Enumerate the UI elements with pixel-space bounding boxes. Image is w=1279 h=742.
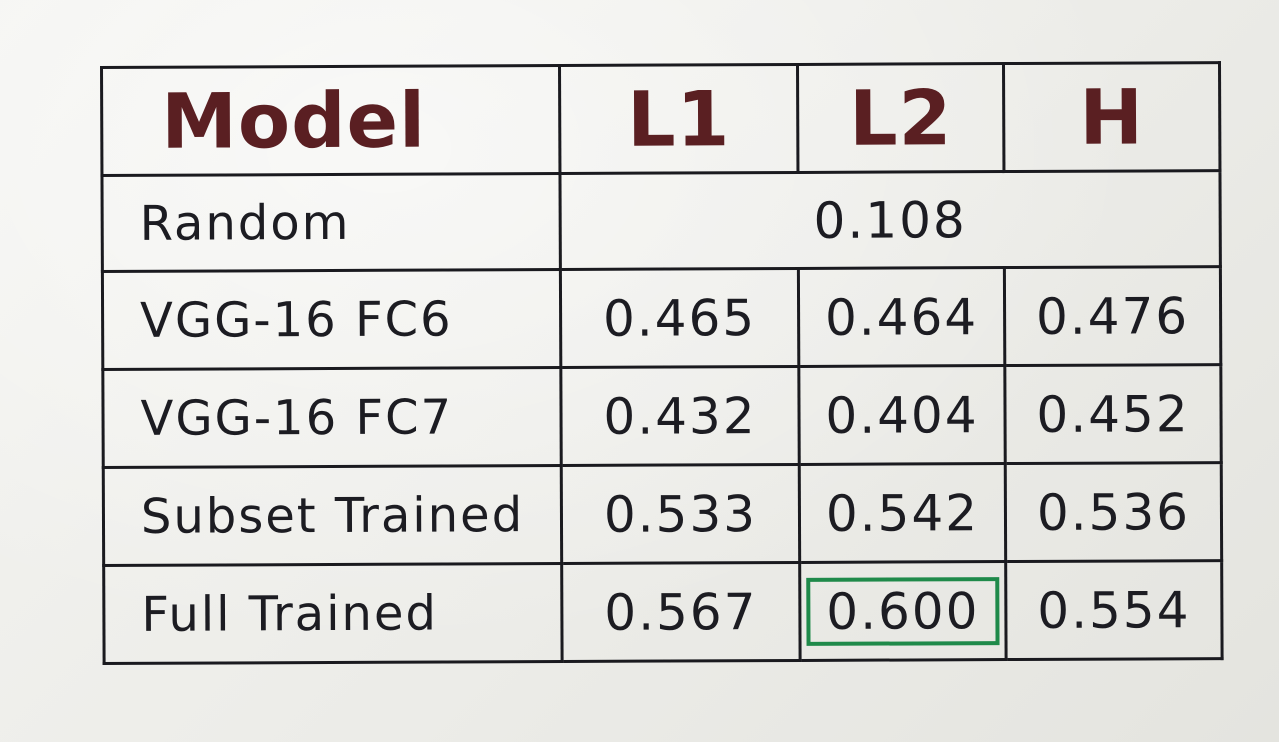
row-label: VGG-16 FC6 — [102, 269, 561, 370]
table-row: Full Trained 0.567 0.600 0.554 — [103, 560, 1223, 664]
cell-l2-highlighted: 0.600 — [799, 561, 1007, 661]
row-label: Full Trained — [103, 563, 563, 664]
table-row: VGG-16 FC6 0.465 0.464 0.476 — [102, 266, 1221, 370]
header-h: H — [1003, 62, 1220, 172]
row-label: Subset Trained — [103, 465, 562, 566]
table-row-random: Random 0.108 — [101, 170, 1221, 272]
table-row: Subset Trained 0.533 0.542 0.536 — [103, 462, 1222, 566]
header-row: Model L1 L2 H — [101, 62, 1220, 176]
cell-l1: 0.432 — [560, 366, 800, 466]
row-label-random: Random — [101, 173, 561, 272]
header-model: Model — [101, 65, 560, 176]
best-score-highlight-box: 0.600 — [806, 576, 1000, 646]
row-label: VGG-16 FC7 — [102, 367, 562, 468]
cell-l1: 0.567 — [561, 562, 801, 662]
cell-l1: 0.465 — [560, 268, 799, 368]
results-table: Model L1 L2 H Random 0.108 VGG-16 FC6 0.… — [100, 61, 1224, 665]
header-l2: L2 — [797, 63, 1004, 173]
cell-h: 0.476 — [1004, 266, 1221, 366]
header-l1: L1 — [559, 64, 798, 174]
cell-h: 0.536 — [1005, 462, 1222, 562]
cell-h: 0.554 — [1005, 560, 1223, 660]
random-value: 0.108 — [559, 170, 1221, 270]
table-row: VGG-16 FC7 0.432 0.404 0.452 — [102, 364, 1222, 468]
cell-l2: 0.464 — [798, 267, 1005, 367]
cell-h: 0.452 — [1004, 364, 1222, 464]
cell-l1: 0.533 — [561, 464, 800, 564]
cell-l2: 0.404 — [798, 365, 1006, 465]
cell-l2: 0.542 — [799, 463, 1006, 563]
